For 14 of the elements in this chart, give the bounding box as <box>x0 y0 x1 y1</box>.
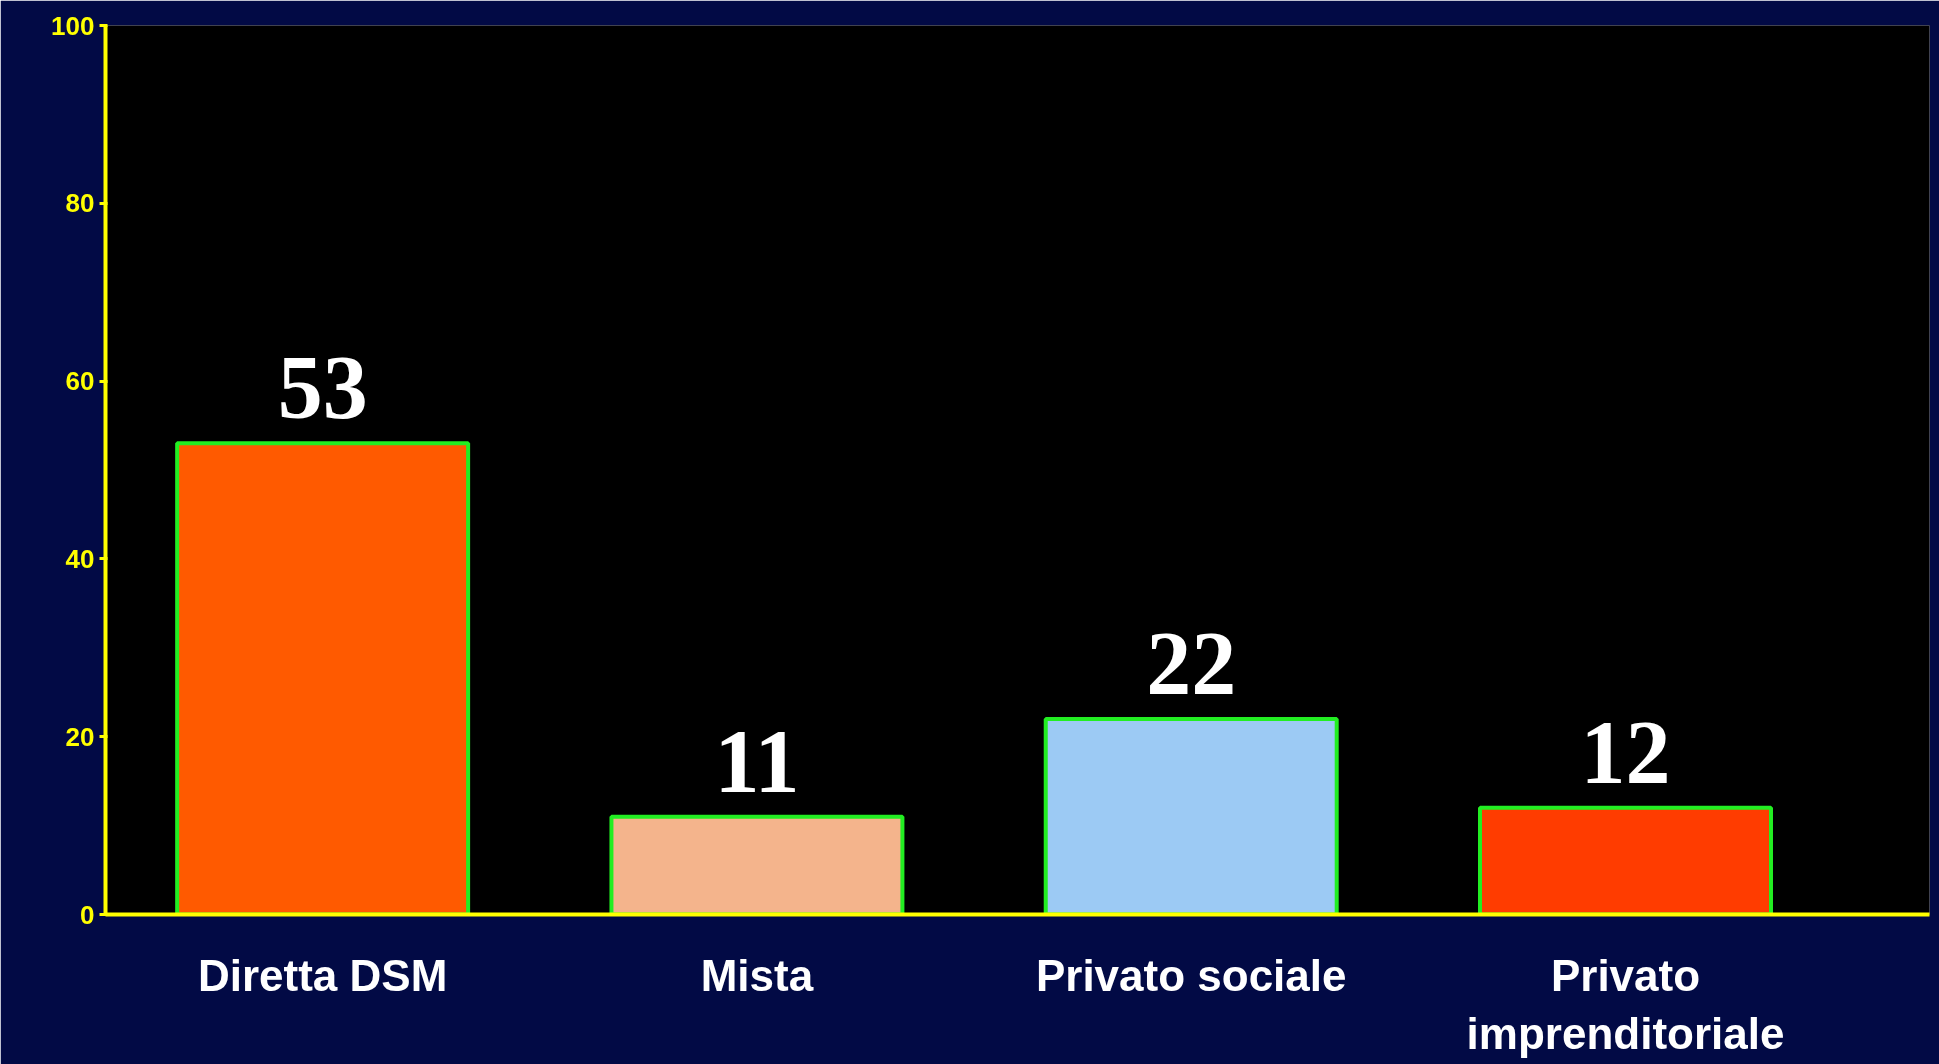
y-tick-label: 20 <box>65 721 95 752</box>
y-tick-label: 0 <box>80 899 95 930</box>
y-tick-label: 40 <box>65 543 95 574</box>
data-label: 53 <box>277 338 368 438</box>
y-tick-label: 80 <box>65 188 95 219</box>
x-tick-label: Privato imprenditoriale <box>1466 950 1785 1059</box>
y-tick-label: 100 <box>51 10 95 41</box>
y-tick-label: 60 <box>65 366 95 397</box>
data-label: 12 <box>1580 702 1671 802</box>
x-tick-label: Mista <box>700 950 814 1000</box>
x-tick-label: Diretta DSM <box>197 950 448 1000</box>
data-label: 11 <box>714 711 800 811</box>
x-tick-label: Privato sociale <box>1035 950 1347 1000</box>
data-label: 22 <box>1146 613 1237 713</box>
